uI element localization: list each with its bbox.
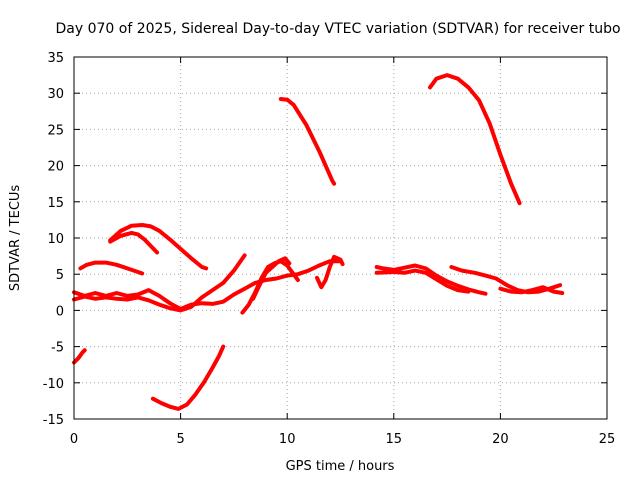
y-tick-label-7: 20 bbox=[47, 160, 64, 175]
series-arc-16 bbox=[150, 344, 226, 411]
y-tick-label-2: -5 bbox=[51, 341, 64, 356]
series-arc-4 bbox=[108, 230, 160, 255]
y-tick-label-8: 25 bbox=[47, 123, 64, 138]
grid-lines bbox=[74, 57, 607, 419]
series-arc-10 bbox=[315, 254, 345, 290]
series-arc-12 bbox=[374, 268, 471, 294]
x-tick-label-2: 10 bbox=[279, 432, 296, 447]
y-tick-label-5: 10 bbox=[47, 232, 64, 247]
y-tick-label-4: 5 bbox=[56, 268, 64, 283]
x-tick-label-4: 20 bbox=[492, 432, 509, 447]
axis-ticks bbox=[73, 56, 608, 420]
chart-title: Day 070 of 2025, Sidereal Day-to-day VTE… bbox=[55, 21, 620, 37]
series-arc-15 bbox=[72, 348, 87, 365]
y-tick-label-1: -10 bbox=[43, 377, 64, 392]
y-tick-labels: -15 -10 -5 0 5 10 15 20 25 30 35 bbox=[43, 51, 64, 428]
y-tick-label-9: 30 bbox=[47, 87, 64, 102]
y-axis-label: SDTVAR / TECUs bbox=[8, 185, 23, 292]
series-arc-14 bbox=[498, 285, 565, 295]
series-arc-2 bbox=[428, 73, 522, 206]
series-arc-7 bbox=[72, 253, 247, 313]
series-arc-9 bbox=[251, 256, 292, 301]
x-axis-label: GPS time / hours bbox=[286, 459, 395, 474]
x-tick-label-5: 25 bbox=[599, 432, 616, 447]
series-arc-13 bbox=[449, 265, 563, 295]
data-series bbox=[72, 73, 565, 411]
series-arc-3 bbox=[108, 223, 209, 271]
series-arc-11 bbox=[374, 263, 488, 296]
x-tick-label-0: 0 bbox=[70, 432, 78, 447]
plot-frame bbox=[73, 56, 608, 420]
y-tick-label-10: 35 bbox=[47, 51, 64, 66]
x-tick-label-3: 15 bbox=[386, 432, 403, 447]
x-tick-label-1: 5 bbox=[176, 432, 184, 447]
x-tick-labels: 0 5 10 15 20 25 bbox=[70, 432, 615, 447]
y-tick-label-3: 0 bbox=[56, 304, 64, 319]
y-tick-label-0: -15 bbox=[43, 413, 64, 428]
series-arc-5 bbox=[78, 260, 145, 276]
y-tick-label-6: 15 bbox=[47, 196, 64, 211]
series-arc-1 bbox=[278, 97, 337, 186]
